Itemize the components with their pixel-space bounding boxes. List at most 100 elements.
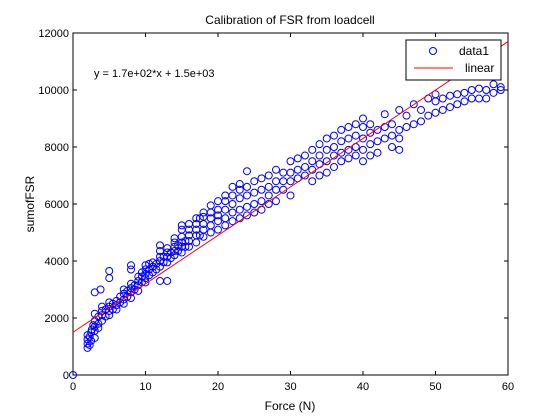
data-point (214, 211, 222, 220)
data-point (322, 145, 331, 154)
data-point (373, 148, 382, 157)
legend-box (405, 39, 502, 81)
data-point (250, 208, 259, 217)
plot-area (72, 32, 509, 376)
data-point (257, 174, 266, 183)
data-point (453, 100, 462, 109)
data-point (344, 145, 353, 154)
data-point (199, 225, 208, 234)
data-point (438, 105, 447, 114)
x-tick-label: 40 (357, 381, 369, 393)
data-point (446, 91, 454, 100)
data-point (181, 242, 190, 251)
data-point (438, 94, 447, 103)
data-point (337, 148, 346, 157)
data-point (235, 180, 244, 189)
data-point (85, 341, 94, 350)
data-point (308, 157, 317, 166)
data-point (366, 151, 375, 160)
data-point (228, 182, 237, 191)
data-point (409, 120, 418, 129)
data-point (330, 131, 338, 140)
data-point (264, 182, 273, 191)
data-point (243, 211, 251, 220)
data-point (94, 323, 103, 332)
data-point (286, 168, 295, 177)
data-point (301, 171, 309, 180)
data-point (170, 247, 179, 256)
y-axis: 0 2000 4000 6000 8000 10000 12000 (38, 28, 508, 382)
data-point (467, 86, 476, 94)
data-point (388, 143, 396, 151)
x-tick-label: 50 (429, 381, 441, 393)
data-point (235, 205, 244, 214)
data-point (395, 134, 404, 143)
y-tick-label: 2000 (45, 313, 69, 325)
data-point (96, 285, 105, 294)
data-point (257, 185, 266, 194)
data-point (199, 212, 208, 221)
data-point (141, 278, 150, 287)
data-point (243, 202, 251, 211)
data-point (322, 134, 331, 143)
data-point (402, 111, 411, 120)
legend: data1 linear (405, 39, 502, 81)
legend-label-data1: data1 (459, 44, 489, 58)
linear-fit-line (72, 41, 509, 333)
data-point (156, 241, 164, 250)
data-point (322, 168, 331, 177)
data-point (308, 145, 317, 154)
y-tick-label: 0 (63, 370, 69, 382)
data-point (286, 177, 295, 186)
data-point (424, 111, 433, 120)
data-point (195, 214, 204, 223)
x-tick-label: 0 (70, 381, 76, 393)
data-point (315, 140, 324, 149)
data-point (264, 191, 273, 200)
data-point (489, 88, 498, 97)
data-point (235, 185, 244, 194)
data-point (330, 162, 338, 171)
data-point (373, 137, 382, 146)
data-point (156, 247, 164, 256)
data-point (359, 157, 367, 166)
data-point (417, 117, 425, 126)
data-point (127, 279, 135, 288)
data-point (431, 90, 440, 99)
data-point (127, 294, 135, 303)
data-point (388, 120, 396, 129)
data-point (301, 162, 309, 171)
data-point (301, 151, 309, 160)
x-axis-label: Force (N) (265, 399, 316, 413)
data-point (373, 125, 382, 134)
y-tick-label: 4000 (45, 256, 69, 268)
data-point (221, 197, 230, 206)
data-point (185, 237, 193, 246)
data-point (214, 225, 222, 234)
data-point (206, 201, 215, 210)
x-tick-label: 10 (139, 381, 151, 393)
data-point (250, 177, 259, 186)
data-point (453, 90, 462, 99)
data-point (192, 214, 201, 223)
data-point (475, 84, 483, 93)
data-point (337, 157, 346, 166)
data-point (250, 200, 259, 208)
data-point (235, 194, 244, 203)
data-point (272, 197, 280, 206)
data-point (243, 182, 251, 191)
data-point (330, 143, 338, 151)
data-point (482, 86, 491, 94)
data-point (351, 151, 360, 160)
fit-equation-annotation: y = 1.7e+02*x + 1.5e+03 (94, 68, 215, 80)
data-point (315, 171, 324, 180)
x-tick-label: 60 (502, 381, 514, 393)
x-tick-label: 30 (284, 381, 296, 393)
data-point (127, 265, 135, 274)
data-point (388, 131, 396, 140)
data-point (69, 371, 77, 379)
data-point (228, 200, 237, 208)
data-point (243, 191, 251, 200)
data-point (395, 145, 404, 154)
data-point (228, 191, 237, 200)
